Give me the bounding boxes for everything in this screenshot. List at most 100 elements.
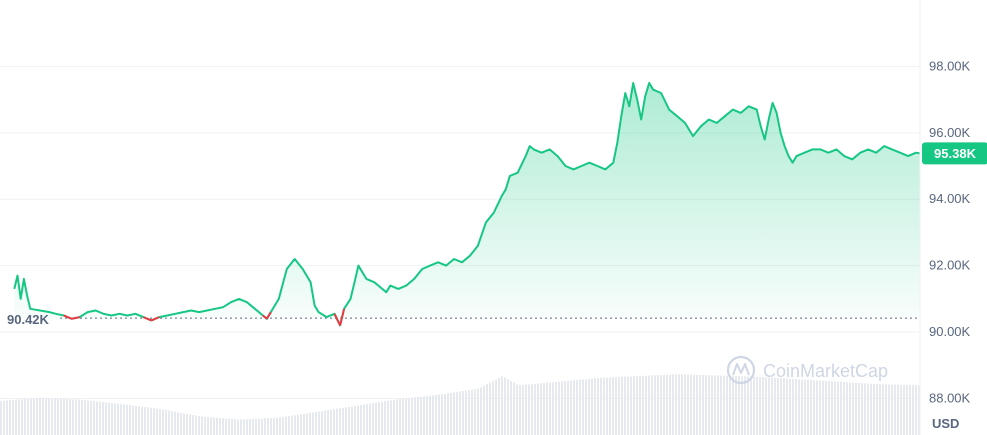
price-segment-down [339, 308, 346, 326]
volume-bar [855, 382, 857, 435]
volume-bar [813, 380, 815, 435]
volume-bar [225, 418, 227, 435]
volume-bar [36, 398, 38, 435]
volume-bar [738, 376, 740, 435]
volume-bar [306, 413, 308, 435]
volume-bar [690, 374, 692, 435]
volume-bar [30, 398, 32, 435]
volume-bar [78, 399, 80, 435]
volume-bar [144, 407, 146, 435]
volume-bar [669, 374, 671, 435]
volume-bar [489, 382, 491, 435]
volume-bar [255, 418, 257, 435]
volume-bars [0, 374, 920, 435]
volume-bar [72, 399, 74, 435]
volume-bar [54, 398, 56, 435]
volume-bar [261, 418, 263, 435]
volume-bar [252, 418, 254, 435]
volume-bar [375, 402, 377, 435]
volume-bar [342, 407, 344, 435]
volume-bar [909, 385, 911, 435]
volume-bar [435, 395, 437, 435]
volume-bar [612, 377, 614, 435]
volume-bar [753, 376, 755, 435]
volume-bar [447, 393, 449, 435]
volume-bar [39, 397, 41, 435]
volume-bar [96, 401, 98, 435]
volume-bar [228, 418, 230, 435]
volume-bar [750, 376, 752, 435]
volume-bar [69, 399, 71, 435]
volume-bar [399, 398, 401, 435]
volume-bar [264, 418, 266, 435]
volume-bar [513, 382, 515, 435]
volume-bar [756, 376, 758, 435]
volume-bar [576, 379, 578, 435]
volume-bar [777, 377, 779, 435]
volume-bar [108, 402, 110, 435]
volume-bar [267, 418, 269, 435]
volume-bar [48, 398, 50, 435]
volume-bar [453, 392, 455, 435]
volume-bar [429, 395, 431, 435]
volume-bar [648, 375, 650, 435]
volume-bar [27, 398, 29, 435]
volume-bar [339, 408, 341, 435]
volume-bar [117, 403, 119, 435]
volume-bar [501, 376, 503, 435]
volume-bar [870, 383, 872, 435]
volume-bar [645, 375, 647, 435]
volume-bar [843, 382, 845, 435]
volume-bar [702, 375, 704, 435]
volume-bar [396, 399, 398, 435]
volume-bar [891, 384, 893, 435]
volume-bar [279, 417, 281, 435]
last-price-badge-bg [922, 142, 987, 165]
volume-bar [237, 419, 239, 435]
volume-bar [363, 404, 365, 435]
volume-bar [606, 377, 608, 435]
volume-bar [900, 384, 902, 435]
volume-bar [735, 376, 737, 435]
volume-bar [543, 383, 545, 435]
volume-bar [12, 399, 14, 435]
volume-bar [93, 401, 95, 435]
volume-bar [639, 376, 641, 435]
volume-bar [441, 394, 443, 435]
volume-bar [549, 382, 551, 435]
volume-bar [159, 408, 161, 435]
volume-bar [411, 397, 413, 435]
volume-bar [6, 400, 8, 435]
volume-bar [378, 402, 380, 435]
volume-bar [801, 379, 803, 435]
volume-bar [888, 384, 890, 435]
volume-bar [258, 418, 260, 435]
volume-bar [45, 398, 47, 435]
volume-bar [675, 374, 677, 435]
volume-bar [861, 383, 863, 435]
price-area-fill [14, 83, 921, 319]
volume-bar [150, 407, 152, 435]
volume-bar [828, 381, 830, 435]
volume-bar [105, 402, 107, 435]
volume-bar [822, 380, 824, 435]
volume-bar [522, 385, 524, 435]
volume-bar [498, 378, 500, 435]
volume-bar [879, 384, 881, 435]
volume-bar [213, 417, 215, 435]
volume-bar [285, 416, 287, 435]
volume-bar [705, 375, 707, 435]
volume-bar [912, 385, 914, 435]
volume-bar [918, 385, 920, 435]
volume-bar [234, 419, 236, 435]
volume-bar [414, 397, 416, 435]
volume-bar [651, 375, 653, 435]
volume-bar [729, 375, 731, 435]
volume-bar [621, 376, 623, 435]
volume-bar [771, 377, 773, 435]
y-tick-label: 90.00K [929, 324, 971, 339]
volume-bar [552, 382, 554, 435]
volume-bar [318, 411, 320, 435]
volume-bar [315, 412, 317, 435]
volume-bar [897, 384, 899, 435]
